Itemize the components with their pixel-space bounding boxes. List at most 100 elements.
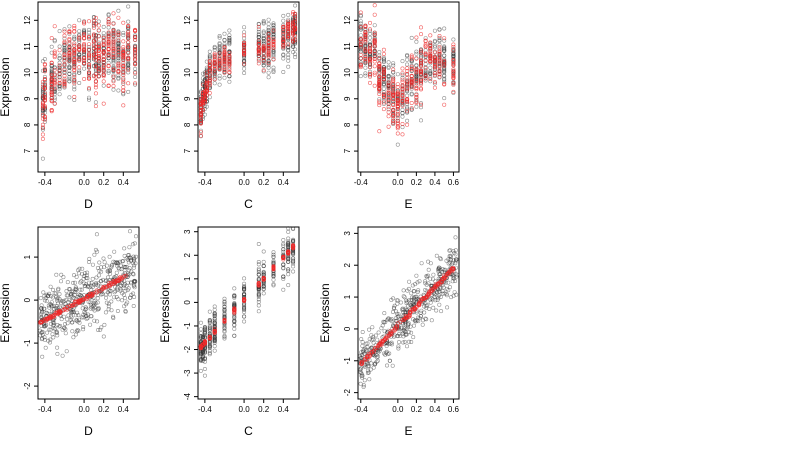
observed-point [452, 290, 457, 295]
observed-point [39, 337, 44, 342]
fitted-point [423, 66, 428, 71]
observed-point [418, 310, 423, 315]
fitted-point [451, 75, 456, 80]
observed-point [212, 314, 217, 319]
fitted-point [106, 40, 111, 45]
observed-point [101, 34, 106, 39]
observed-point [49, 44, 54, 49]
observed-point [424, 282, 429, 287]
observed-point [390, 323, 395, 328]
y-tick-label: 0 [343, 326, 352, 331]
observed-point [386, 98, 391, 103]
observed-point [415, 318, 420, 323]
fitted-point [106, 84, 111, 89]
x-tick-label: 0.6 [448, 178, 460, 187]
fitted-point [87, 72, 92, 77]
observed-point [71, 335, 76, 340]
observed-point [77, 53, 82, 58]
fitted-point [52, 55, 57, 60]
fitted-point [395, 111, 400, 116]
observed-point [386, 60, 391, 65]
fitted-point [133, 71, 138, 76]
observed-point [222, 301, 227, 306]
observed-point [400, 75, 405, 80]
fitted-point [49, 98, 54, 103]
observed-point [389, 340, 394, 345]
fitted-point [82, 31, 87, 36]
fitted-point [87, 65, 92, 70]
fitted-point [133, 48, 138, 53]
fitted-point [198, 113, 203, 118]
fitted-point [391, 76, 396, 81]
observed-point [418, 118, 423, 123]
observed-point [81, 324, 86, 329]
observed-point [256, 291, 261, 296]
observed-point [232, 323, 237, 328]
fitted-point [363, 40, 368, 45]
fitted-point [372, 32, 377, 37]
fitted-point [365, 357, 370, 362]
fitted-point [72, 57, 77, 62]
fitted-point [286, 42, 291, 47]
observed-point [222, 31, 227, 36]
observed-point [90, 262, 95, 267]
observed-point [409, 291, 414, 296]
fitted-point [200, 102, 205, 107]
observed-point [358, 49, 363, 54]
fitted-point [367, 59, 372, 64]
fitted-point [85, 294, 90, 299]
fitted-point [57, 67, 62, 72]
fitted-point [126, 55, 131, 60]
observed-point [442, 77, 447, 82]
observed-point [363, 71, 368, 76]
observed-point [404, 344, 409, 349]
fitted-point [363, 34, 368, 39]
fitted-point [106, 20, 111, 25]
x-axis-label: E [404, 424, 412, 438]
fitted-point [372, 64, 377, 69]
fitted-point [398, 320, 403, 325]
fitted-point [286, 21, 291, 26]
observed-point [56, 287, 61, 292]
observed-point [115, 287, 120, 292]
observed-point [286, 267, 291, 272]
observed-point [441, 285, 446, 290]
fitted-point [89, 293, 94, 298]
fitted-point [437, 56, 442, 61]
observed-point [207, 329, 212, 334]
fitted-point [432, 73, 437, 78]
observed-point [44, 310, 49, 315]
fitted-point [121, 20, 126, 25]
fitted-point [222, 58, 227, 63]
fitted-point [405, 97, 410, 102]
fitted-point [367, 353, 372, 358]
observed-point [413, 294, 418, 299]
observed-point [70, 310, 75, 315]
y-axis-label: Expression [158, 283, 172, 342]
fitted-point [442, 82, 447, 87]
observed-point [95, 300, 100, 305]
fitted-point [207, 58, 212, 63]
observed-point [361, 351, 366, 356]
observed-point [126, 253, 131, 258]
observed-point [414, 51, 419, 56]
observed-point [65, 293, 70, 298]
fitted-point [408, 309, 413, 314]
observed-point [42, 74, 47, 79]
y-tick-label: 8 [23, 122, 32, 127]
observed-point [371, 365, 376, 370]
observed-point [42, 90, 47, 95]
observed-point [369, 361, 374, 366]
fitted-point [242, 61, 247, 66]
fitted-point [442, 36, 447, 41]
fitted-point [358, 63, 363, 68]
plot-frame [197, 226, 300, 400]
observed-point [77, 37, 82, 42]
observed-point [242, 309, 247, 314]
observed-point [217, 76, 222, 81]
observed-point [387, 358, 392, 363]
fitted-point [418, 25, 423, 30]
plot-frame [357, 1, 460, 173]
observed-point [367, 73, 372, 78]
observed-point [381, 81, 386, 86]
